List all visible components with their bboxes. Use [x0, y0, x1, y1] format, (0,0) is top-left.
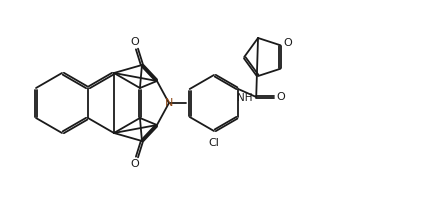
Text: O: O [283, 38, 292, 48]
Text: NH: NH [238, 93, 253, 103]
Text: O: O [277, 92, 286, 102]
Text: N: N [165, 98, 173, 108]
Text: O: O [131, 159, 140, 169]
Text: Cl: Cl [208, 138, 219, 148]
Text: O: O [131, 37, 140, 47]
